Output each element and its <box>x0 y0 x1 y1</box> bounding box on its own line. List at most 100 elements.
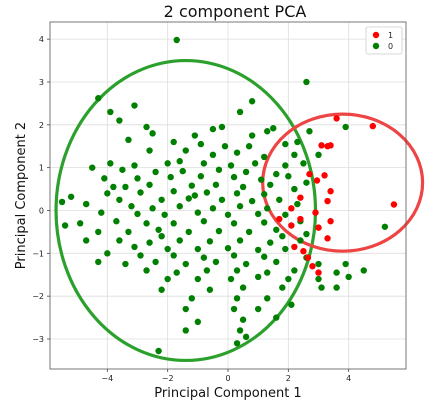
data-point-class-0 <box>188 182 195 189</box>
data-point-class-0 <box>360 267 367 274</box>
data-point-class-0 <box>270 125 277 132</box>
data-point-class-0 <box>188 295 195 302</box>
data-point-class-0 <box>245 228 253 236</box>
data-point-class-0 <box>248 197 256 205</box>
x-tick-label: 2 <box>286 374 291 383</box>
data-point-class-0 <box>230 220 238 227</box>
data-point-class-0 <box>170 220 177 227</box>
data-point-class-0 <box>83 200 90 208</box>
data-point-class-0 <box>158 196 165 203</box>
data-point-class-0 <box>303 78 310 86</box>
data-point-class-0 <box>276 196 283 203</box>
data-point-class-0 <box>203 267 211 274</box>
data-point-class-0 <box>67 193 75 200</box>
data-point-class-0 <box>146 181 153 188</box>
data-point-class-0 <box>273 170 280 178</box>
data-point-class-0 <box>224 244 232 252</box>
data-point-class-0 <box>104 250 111 257</box>
data-point-class-0 <box>197 140 205 148</box>
data-point-class-0 <box>282 211 289 218</box>
data-point-class-0 <box>254 210 262 218</box>
data-point-class-0 <box>273 258 280 266</box>
data-point-class-1 <box>369 122 377 130</box>
data-point-class-0 <box>191 192 199 199</box>
data-point-class-0 <box>345 273 352 281</box>
data-point-class-0 <box>261 191 268 198</box>
data-point-class-0 <box>101 175 108 182</box>
data-point-class-0 <box>131 162 138 169</box>
data-point-class-0 <box>89 164 96 171</box>
data-point-class-0 <box>176 237 183 244</box>
axis-ticks: −4 −2 0 2 4 −3 −2 −1 0 1 2 3 4 <box>32 35 351 383</box>
data-point-class-0 <box>221 143 229 150</box>
data-point-class-0 <box>134 175 141 182</box>
data-point-class-0 <box>218 196 226 203</box>
data-point-class-0 <box>267 239 274 246</box>
data-point-class-0 <box>212 181 220 188</box>
data-point-class-0 <box>152 258 159 266</box>
data-point-class-0 <box>95 258 102 266</box>
data-point-class-1 <box>306 170 313 178</box>
data-point-class-0 <box>209 205 217 212</box>
data-point-class-0 <box>182 327 189 334</box>
data-point-class-0 <box>146 239 153 246</box>
data-point-class-1 <box>304 254 312 261</box>
data-point-class-0 <box>261 153 268 161</box>
data-point-class-0 <box>164 275 171 283</box>
data-point-class-0 <box>191 132 199 139</box>
data-point-class-0 <box>170 188 177 195</box>
data-point-class-0 <box>164 160 171 167</box>
data-point-class-0 <box>182 260 189 268</box>
data-point-class-0 <box>233 340 241 347</box>
data-point-class-1 <box>291 243 298 251</box>
data-point-class-0 <box>143 267 150 274</box>
data-point-class-0 <box>236 108 244 116</box>
data-point-class-0 <box>155 347 162 355</box>
data-point-class-1 <box>327 218 334 225</box>
data-point-class-0 <box>95 228 102 236</box>
chart-title: 2 component PCA <box>164 2 307 21</box>
data-point-class-1 <box>312 209 319 216</box>
y-tick-label: 3 <box>39 78 44 87</box>
data-point-class-0 <box>173 269 180 276</box>
data-point-class-1 <box>313 177 321 184</box>
data-point-class-0 <box>381 223 389 230</box>
data-point-class-0 <box>267 181 274 188</box>
data-point-class-0 <box>300 160 307 167</box>
data-point-class-0 <box>306 128 313 135</box>
data-point-class-0 <box>149 130 156 137</box>
data-point-class-0 <box>158 286 165 293</box>
data-point-class-0 <box>239 284 247 291</box>
data-point-class-0 <box>170 138 177 146</box>
data-point-class-0 <box>200 218 208 225</box>
data-point-class-0 <box>236 203 244 210</box>
data-point-class-0 <box>182 305 189 313</box>
data-point-class-0 <box>185 195 192 202</box>
data-point-class-0 <box>131 243 138 251</box>
data-point-class-0 <box>294 138 301 146</box>
data-point-class-0 <box>282 140 289 148</box>
data-point-class-0 <box>315 151 322 159</box>
data-point-class-0 <box>285 275 292 283</box>
y-tick-label: 1 <box>39 164 44 173</box>
red-cluster-ellipse <box>261 112 425 253</box>
data-point-class-0 <box>254 246 262 254</box>
data-point-class-0 <box>230 173 238 181</box>
data-point-class-0 <box>179 167 186 175</box>
data-point-class-0 <box>285 173 292 180</box>
data-point-class-0 <box>209 151 217 159</box>
data-point-class-0 <box>248 132 256 139</box>
x-tick-label: −2 <box>162 374 174 383</box>
data-point-class-0 <box>143 123 150 131</box>
data-point-class-0 <box>279 284 286 291</box>
data-point-class-0 <box>239 316 247 323</box>
data-point-class-1 <box>321 172 328 179</box>
data-point-class-0 <box>297 237 304 244</box>
data-point-class-0 <box>251 160 259 167</box>
data-point-class-0 <box>282 162 289 169</box>
y-tick-label: 0 <box>39 206 44 215</box>
data-point-class-0 <box>152 168 159 176</box>
data-point-class-1 <box>324 143 331 150</box>
data-point-class-0 <box>170 252 177 259</box>
